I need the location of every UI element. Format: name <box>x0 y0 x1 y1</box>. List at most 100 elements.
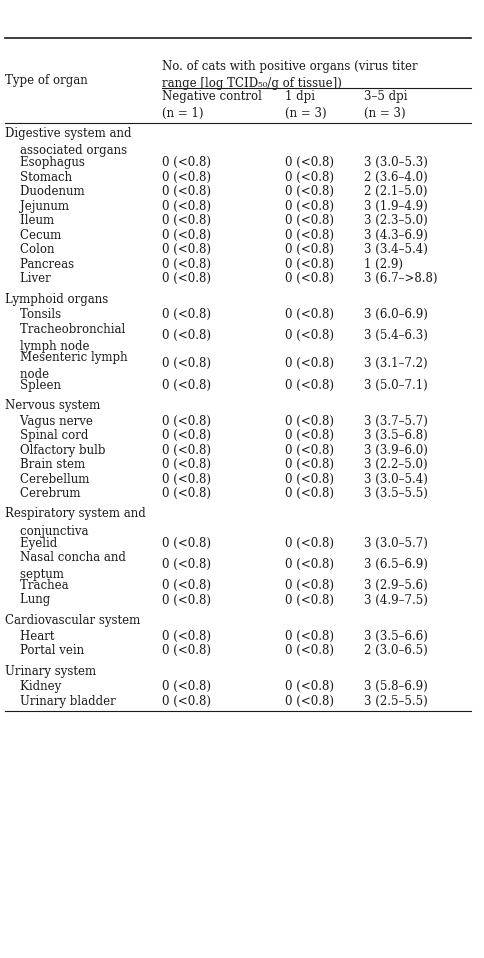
Text: 0 (<0.8): 0 (<0.8) <box>285 229 334 241</box>
Text: Digestive system and
    associated organs: Digestive system and associated organs <box>5 127 132 157</box>
Text: 2 (3.6–4.0): 2 (3.6–4.0) <box>363 171 427 184</box>
Text: Olfactory bulb: Olfactory bulb <box>5 444 106 457</box>
Text: 0 (<0.8): 0 (<0.8) <box>162 458 211 471</box>
Text: 0 (<0.8): 0 (<0.8) <box>162 308 211 321</box>
Text: 0 (<0.8): 0 (<0.8) <box>285 458 334 471</box>
Text: 0 (<0.8): 0 (<0.8) <box>285 536 334 550</box>
Text: Nasal concha and
    septum: Nasal concha and septum <box>5 551 126 581</box>
Text: Lung: Lung <box>5 594 50 606</box>
Text: 3 (3.9–6.0): 3 (3.9–6.0) <box>363 444 427 457</box>
Text: Portal vein: Portal vein <box>5 644 84 657</box>
Text: 0 (<0.8): 0 (<0.8) <box>285 171 334 184</box>
Text: Tracheobronchial
    lymph node: Tracheobronchial lymph node <box>5 323 125 353</box>
Text: 1 (2.9): 1 (2.9) <box>363 258 403 270</box>
Text: Liver: Liver <box>5 272 51 285</box>
Text: 0 (<0.8): 0 (<0.8) <box>162 156 211 169</box>
Text: 3 (2.9–5.6): 3 (2.9–5.6) <box>363 579 427 592</box>
Text: 3 (3.7–5.7): 3 (3.7–5.7) <box>363 415 427 427</box>
Text: 3 (2.5–5.5): 3 (2.5–5.5) <box>363 695 427 708</box>
Text: 0 (<0.8): 0 (<0.8) <box>162 199 211 213</box>
Text: 0 (<0.8): 0 (<0.8) <box>285 378 334 392</box>
Text: 3 (3.5–5.5): 3 (3.5–5.5) <box>363 487 427 500</box>
Text: 3 (5.4–6.3): 3 (5.4–6.3) <box>363 330 427 342</box>
Text: Trachea: Trachea <box>5 579 69 592</box>
Text: Stomach: Stomach <box>5 171 72 184</box>
Text: Brain stem: Brain stem <box>5 458 85 471</box>
Text: 0 (<0.8): 0 (<0.8) <box>285 258 334 270</box>
Text: 0 (<0.8): 0 (<0.8) <box>285 644 334 657</box>
Text: Respiratory system and
    conjunctiva: Respiratory system and conjunctiva <box>5 508 146 537</box>
Text: 0 (<0.8): 0 (<0.8) <box>162 272 211 285</box>
Text: 3 (2.2–5.0): 3 (2.2–5.0) <box>363 458 427 471</box>
Text: 3 (5.8–6.9): 3 (5.8–6.9) <box>363 680 427 693</box>
Text: Heart: Heart <box>5 629 54 643</box>
Text: Duodenum: Duodenum <box>5 185 85 198</box>
Text: 3 (3.5–6.8): 3 (3.5–6.8) <box>363 429 427 442</box>
Text: 3 (4.3–6.9): 3 (4.3–6.9) <box>363 229 427 241</box>
Text: 2 (2.1–5.0): 2 (2.1–5.0) <box>363 185 427 198</box>
Text: 0 (<0.8): 0 (<0.8) <box>162 579 211 592</box>
Text: 3 (2.3–5.0): 3 (2.3–5.0) <box>363 214 427 227</box>
Text: Cecum: Cecum <box>5 229 61 241</box>
Text: 3 (3.4–5.4): 3 (3.4–5.4) <box>363 243 427 256</box>
Text: Urinary bladder: Urinary bladder <box>5 695 116 708</box>
Text: 3 (1.9–4.9): 3 (1.9–4.9) <box>363 199 427 213</box>
Text: 0 (<0.8): 0 (<0.8) <box>162 487 211 500</box>
Text: Tonsils: Tonsils <box>5 308 61 321</box>
Text: 0 (<0.8): 0 (<0.8) <box>162 629 211 643</box>
Text: Negative control
(n = 1): Negative control (n = 1) <box>162 90 262 120</box>
Text: 0 (<0.8): 0 (<0.8) <box>285 472 334 486</box>
Text: 3 (6.0–6.9): 3 (6.0–6.9) <box>363 308 427 321</box>
Text: 0 (<0.8): 0 (<0.8) <box>285 558 334 571</box>
Text: 0 (<0.8): 0 (<0.8) <box>162 229 211 241</box>
Text: No. of cats with positive organs (virus titer
range [log TCID₅₀/g of tissue]): No. of cats with positive organs (virus … <box>162 60 418 90</box>
Text: Cerebellum: Cerebellum <box>5 472 89 486</box>
Text: 0 (<0.8): 0 (<0.8) <box>162 185 211 198</box>
Text: 0 (<0.8): 0 (<0.8) <box>285 243 334 256</box>
Text: Pancreas: Pancreas <box>5 258 74 270</box>
Text: 0 (<0.8): 0 (<0.8) <box>162 594 211 606</box>
Text: 0 (<0.8): 0 (<0.8) <box>285 330 334 342</box>
Text: 3 (4.9–7.5): 3 (4.9–7.5) <box>363 594 427 606</box>
Text: 0 (<0.8): 0 (<0.8) <box>285 487 334 500</box>
Text: 0 (<0.8): 0 (<0.8) <box>285 156 334 169</box>
Text: 1 dpi
(n = 3): 1 dpi (n = 3) <box>285 90 327 120</box>
Text: Type of organ: Type of organ <box>5 74 88 87</box>
Text: 2 (3.0–6.5): 2 (3.0–6.5) <box>363 644 427 657</box>
Text: 0 (<0.8): 0 (<0.8) <box>162 243 211 256</box>
Text: 0 (<0.8): 0 (<0.8) <box>162 444 211 457</box>
Text: Esophagus: Esophagus <box>5 156 85 169</box>
Text: 0 (<0.8): 0 (<0.8) <box>162 357 211 370</box>
Text: 0 (<0.8): 0 (<0.8) <box>285 579 334 592</box>
Text: 0 (<0.8): 0 (<0.8) <box>285 185 334 198</box>
Text: 0 (<0.8): 0 (<0.8) <box>285 429 334 442</box>
Text: 0 (<0.8): 0 (<0.8) <box>162 429 211 442</box>
Text: Kidney: Kidney <box>5 680 61 693</box>
Text: 0 (<0.8): 0 (<0.8) <box>162 171 211 184</box>
Text: 0 (<0.8): 0 (<0.8) <box>162 695 211 708</box>
Text: 3 (3.1–7.2): 3 (3.1–7.2) <box>363 357 427 370</box>
Text: 0 (<0.8): 0 (<0.8) <box>162 214 211 227</box>
Text: 0 (<0.8): 0 (<0.8) <box>285 594 334 606</box>
Text: Vagus nerve: Vagus nerve <box>5 415 93 427</box>
Text: Mesenteric lymph
    node: Mesenteric lymph node <box>5 351 128 380</box>
Text: Nervous system: Nervous system <box>5 399 100 412</box>
Text: 0 (<0.8): 0 (<0.8) <box>162 415 211 427</box>
Text: 3 (5.0–7.1): 3 (5.0–7.1) <box>363 378 427 392</box>
Text: Spleen: Spleen <box>5 378 61 392</box>
Text: Ileum: Ileum <box>5 214 54 227</box>
Text: 0 (<0.8): 0 (<0.8) <box>162 680 211 693</box>
Text: 0 (<0.8): 0 (<0.8) <box>285 415 334 427</box>
Text: 3–5 dpi
(n = 3): 3–5 dpi (n = 3) <box>363 90 407 120</box>
Text: Colon: Colon <box>5 243 54 256</box>
Text: 0 (<0.8): 0 (<0.8) <box>162 472 211 486</box>
Text: 0 (<0.8): 0 (<0.8) <box>285 695 334 708</box>
Text: 0 (<0.8): 0 (<0.8) <box>162 378 211 392</box>
Text: 0 (<0.8): 0 (<0.8) <box>162 258 211 270</box>
Text: 0 (<0.8): 0 (<0.8) <box>285 214 334 227</box>
Text: Urinary system: Urinary system <box>5 665 96 677</box>
Text: 3 (3.5–6.6): 3 (3.5–6.6) <box>363 629 427 643</box>
Text: 0 (<0.8): 0 (<0.8) <box>285 680 334 693</box>
Text: Cardiovascular system: Cardiovascular system <box>5 614 140 627</box>
Text: 0 (<0.8): 0 (<0.8) <box>285 357 334 370</box>
